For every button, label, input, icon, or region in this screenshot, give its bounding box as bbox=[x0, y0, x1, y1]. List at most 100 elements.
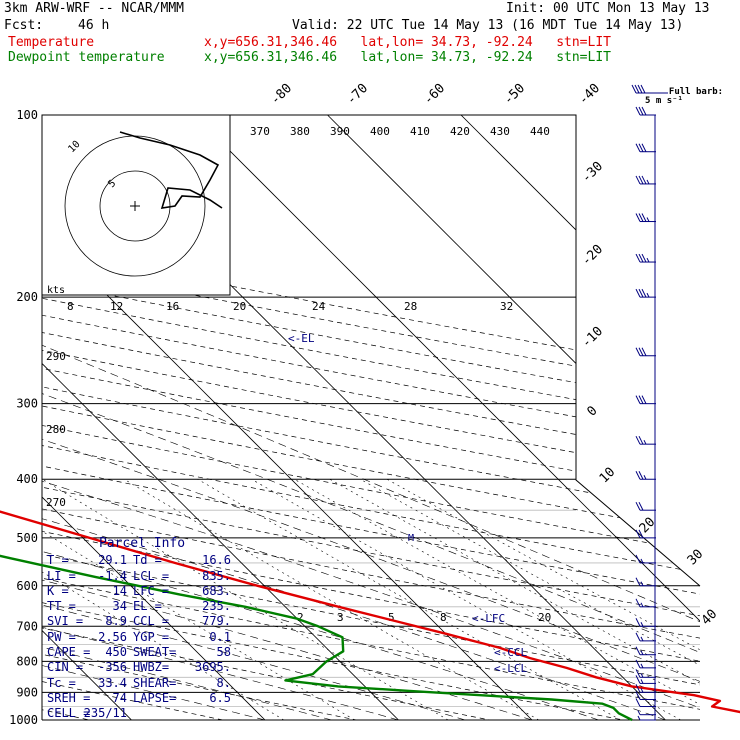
parcel-param-label: T = bbox=[47, 553, 69, 568]
wind-barb-flag bbox=[635, 632, 641, 642]
wind-barb-flag bbox=[641, 106, 647, 116]
hodograph-trace bbox=[119, 131, 223, 209]
parcel-info-title: Parcel Info bbox=[98, 536, 186, 551]
isotherm-label: 30 bbox=[685, 547, 707, 569]
wind-barb bbox=[635, 675, 656, 684]
theta-label: 390 bbox=[330, 125, 350, 138]
mixing-ratio-label: 3 bbox=[337, 611, 344, 624]
parcel-param-value: 835. bbox=[202, 568, 231, 583]
wind-barb bbox=[635, 618, 656, 627]
wind-barb bbox=[635, 577, 656, 587]
wind-barb-flag bbox=[635, 347, 641, 356]
wind-barb-flag bbox=[635, 698, 641, 707]
parcel-param-label: CCL = bbox=[133, 614, 170, 629]
mixing-ratio-label: 2 bbox=[297, 611, 304, 624]
wind-barb-flag bbox=[640, 602, 644, 608]
wind-barb-flag bbox=[635, 659, 641, 669]
isotherm-label: 10 bbox=[597, 465, 619, 487]
parcel-param-value: 74 bbox=[112, 690, 127, 705]
hodograph-frame bbox=[41, 114, 231, 296]
wind-barb bbox=[635, 213, 656, 223]
wind-barb-flag bbox=[638, 253, 644, 263]
parcel-param-value: -1.4 bbox=[98, 568, 127, 583]
temperature-legend-label: Temperature bbox=[8, 35, 95, 50]
theta-label: 400 bbox=[370, 125, 390, 138]
isotherm-label: -30 bbox=[579, 159, 606, 186]
wind-barb-flag bbox=[641, 175, 647, 185]
mixing-ratio-label: 20 bbox=[233, 300, 246, 313]
wind-barb bbox=[637, 710, 656, 716]
parcel-info-row: SREH = 74 LAPSE= 6.5 bbox=[47, 691, 237, 706]
barb-legend-flag bbox=[631, 84, 637, 94]
moist-adiabat-line bbox=[42, 296, 700, 720]
isotherm-line bbox=[193, 115, 700, 720]
wind-barb-flag bbox=[640, 650, 644, 655]
mixing-ratio-label: 8 bbox=[67, 300, 74, 313]
wind-barb-flag bbox=[640, 558, 644, 564]
dry-adiabat-line bbox=[42, 115, 700, 720]
wind-barb bbox=[635, 669, 656, 678]
wind-barb bbox=[635, 143, 656, 153]
theta-label: 380 bbox=[290, 125, 310, 138]
wind-barb-flag bbox=[635, 554, 641, 564]
wind-barb-flag bbox=[640, 679, 644, 684]
mixing-ratio-line bbox=[360, 478, 700, 720]
wind-barb-flag bbox=[635, 106, 641, 116]
wind-barb bbox=[635, 471, 656, 480]
parcel-param-label: LAPSE= bbox=[133, 690, 177, 705]
wind-barb-flag bbox=[640, 688, 644, 693]
pressure-label: 400 bbox=[16, 472, 38, 486]
barb-legend-title: Full barb: bbox=[669, 87, 723, 97]
theta-label: 290 bbox=[46, 350, 66, 363]
pressure-label: 500 bbox=[16, 531, 38, 545]
wind-barb-flag bbox=[635, 175, 641, 185]
isotherm-label: 40 bbox=[699, 607, 721, 629]
level-marker-label: <-CCL bbox=[494, 646, 527, 659]
mixing-ratio-line bbox=[42, 478, 449, 720]
barb-legend-flag bbox=[637, 84, 643, 94]
moist-adiabat-line bbox=[42, 296, 266, 720]
forecast-hour: 46 h bbox=[78, 18, 110, 33]
parcel-param-value: -356 bbox=[98, 660, 127, 675]
wind-barb bbox=[635, 106, 656, 116]
temperature-location: x,y=656.31,346.46 lat,lon= 34.73, -92.24… bbox=[204, 35, 611, 50]
parcel-param-label: YGP = bbox=[133, 629, 170, 644]
theta-label: 370 bbox=[250, 125, 270, 138]
isotherm-label: -10 bbox=[579, 324, 606, 351]
init-time: Init: 00 UTC Mon 13 May 13 bbox=[506, 1, 710, 16]
wind-barb-flag bbox=[641, 143, 647, 152]
parcel-param-label: SREH = bbox=[47, 690, 91, 705]
wind-barb-flag bbox=[640, 622, 644, 627]
wind-barb-flag bbox=[640, 673, 644, 678]
parcel-info-row: LI = -1.4 LCL = 835. bbox=[47, 569, 237, 584]
moist-adiabat-line bbox=[42, 296, 700, 720]
parcel-param-label: TT = bbox=[47, 599, 76, 614]
wind-barb-flag bbox=[637, 715, 641, 721]
wind-barb bbox=[635, 175, 656, 185]
moist-adiabat-line bbox=[42, 296, 700, 720]
parcel-param-value: 779. bbox=[202, 614, 231, 629]
isotherm-label: -20 bbox=[579, 242, 606, 269]
wind-barb-flag bbox=[640, 636, 644, 642]
wind-barb bbox=[635, 698, 656, 708]
wind-barb bbox=[635, 684, 656, 693]
theta-label: 430 bbox=[490, 125, 510, 138]
wind-barb-flag bbox=[635, 143, 641, 152]
parcel-info-row: CAPE = 450 SWEAT= 58 bbox=[47, 645, 237, 660]
parcel-info-row: Tc = 33.4 SHEAR= 8. bbox=[47, 676, 237, 691]
wind-barb bbox=[635, 529, 656, 539]
mixing-ratio-line bbox=[123, 478, 539, 720]
parcel-param-value: 8.9 bbox=[105, 614, 127, 629]
pressure-label: 100 bbox=[16, 108, 38, 122]
dry-adiabat-line bbox=[42, 115, 700, 720]
wind-barb bbox=[635, 347, 656, 357]
moist-adiabat-line bbox=[42, 296, 533, 720]
level-marker-label: <-LCL bbox=[494, 662, 527, 675]
pressure-label: 1000 bbox=[9, 713, 38, 727]
dry-adiabat-line bbox=[42, 115, 691, 720]
mixing-ratio-line bbox=[42, 478, 355, 720]
isotherm-label: -40 bbox=[576, 81, 603, 108]
parcel-param-label: CELL = bbox=[47, 706, 91, 721]
